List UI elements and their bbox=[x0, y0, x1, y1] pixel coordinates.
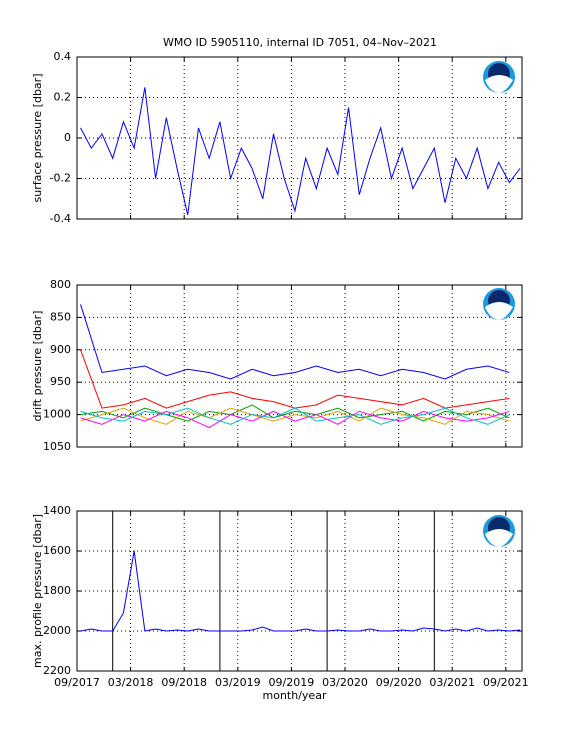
x-tick-label: 03/2021 bbox=[429, 676, 475, 689]
chart-title: WMO ID 5905110, internal ID 7051, 04–Nov… bbox=[163, 36, 437, 49]
noaa-logo bbox=[483, 61, 515, 93]
y-tick-label: 900 bbox=[50, 343, 71, 356]
data-line bbox=[80, 410, 510, 429]
x-tick-label: 09/2018 bbox=[161, 676, 207, 689]
y-tick-label: 1050 bbox=[43, 440, 71, 453]
y-tick-label: 1600 bbox=[43, 544, 71, 557]
noaa-logo bbox=[483, 515, 515, 547]
y-tick-label: 1400 bbox=[43, 504, 71, 517]
y-tick-label: 850 bbox=[50, 310, 71, 323]
x-tick-label: 03/2020 bbox=[322, 676, 368, 689]
data-line bbox=[80, 87, 521, 216]
y-tick-label: 800 bbox=[50, 278, 71, 291]
x-tick-label: 09/2017 bbox=[54, 676, 100, 689]
plot-frame bbox=[76, 510, 523, 672]
y-axis-label: surface pressure [dbar] bbox=[31, 74, 44, 203]
plot-frame bbox=[76, 56, 523, 220]
y-tick-label: 1800 bbox=[43, 584, 71, 597]
y-axis-label: max. profile pressure [dbar] bbox=[31, 514, 44, 668]
y-tick-label: -0.4 bbox=[50, 212, 71, 225]
y-tick-label: -0.2 bbox=[50, 172, 71, 185]
data-line bbox=[80, 304, 510, 380]
y-tick-label: 2200 bbox=[43, 664, 71, 677]
data-line bbox=[80, 404, 510, 422]
y-tick-label: 0.2 bbox=[54, 91, 72, 104]
x-tick-label: 09/2021 bbox=[483, 676, 529, 689]
x-tick-label: 03/2019 bbox=[215, 676, 261, 689]
y-tick-label: 0 bbox=[64, 131, 71, 144]
x-tick-label: 09/2020 bbox=[376, 676, 422, 689]
noaa-logo bbox=[483, 288, 515, 320]
data-line bbox=[80, 550, 521, 632]
y-tick-label: 0.4 bbox=[54, 50, 72, 63]
plot-frame bbox=[76, 284, 523, 448]
y-tick-label: 1000 bbox=[43, 408, 71, 421]
y-axis-label: drift pressure [dbar] bbox=[31, 311, 44, 422]
x-tick-label: 09/2019 bbox=[269, 676, 315, 689]
y-tick-label: 950 bbox=[50, 375, 71, 388]
y-tick-label: 2000 bbox=[43, 624, 71, 637]
data-line bbox=[80, 407, 510, 425]
x-tick-label: 03/2018 bbox=[108, 676, 154, 689]
x-axis-label: month/year bbox=[263, 689, 327, 702]
data-line bbox=[80, 407, 510, 425]
